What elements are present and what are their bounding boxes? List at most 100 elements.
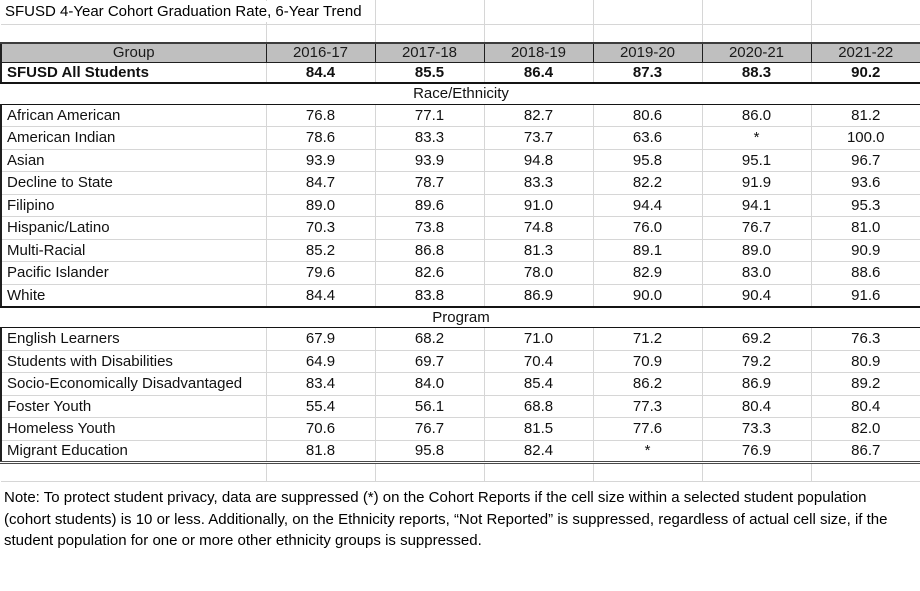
value-cell: 93.9 bbox=[266, 149, 376, 172]
value-cell: 95.3 bbox=[811, 194, 920, 217]
value-cell: 91.9 bbox=[702, 171, 812, 195]
year-header-cell: 2016-17 bbox=[265, 42, 376, 63]
value-cell: 74.8 bbox=[484, 216, 594, 240]
row-label-cell: Students with Disabilities bbox=[0, 350, 267, 373]
value-cell: 82.4 bbox=[484, 440, 594, 464]
row-label-cell: American Indian bbox=[0, 126, 267, 150]
row-label-cell: English Learners bbox=[0, 327, 267, 351]
value-cell: 90.4 bbox=[702, 284, 812, 308]
value-cell: 70.3 bbox=[266, 216, 376, 240]
row-label-cell: Decline to State bbox=[0, 171, 267, 195]
value-cell: 70.6 bbox=[266, 417, 376, 441]
graduation-rate-table: SFUSD 4-Year Cohort Graduation Rate, 6-Y… bbox=[0, 0, 920, 482]
value-cell: 81.5 bbox=[484, 417, 594, 441]
value-cell: 83.3 bbox=[484, 171, 594, 195]
row-label-cell: Filipino bbox=[0, 194, 267, 217]
value-cell: 89.0 bbox=[702, 239, 812, 262]
value-cell: 77.1 bbox=[375, 104, 485, 127]
value-cell: 86.7 bbox=[811, 440, 920, 464]
value-cell: 64.9 bbox=[266, 350, 376, 373]
row-label-cell: Hispanic/Latino bbox=[0, 216, 267, 240]
value-cell: 84.4 bbox=[266, 62, 376, 84]
section-label: Race/Ethnicity bbox=[1, 83, 920, 105]
value-cell: 82.2 bbox=[593, 171, 703, 195]
table-row: Decline to State 84.7 78.7 83.3 82.2 91.… bbox=[0, 171, 920, 195]
privacy-note: Note: To protect student privacy, data a… bbox=[4, 489, 888, 549]
spacer-row bbox=[1, 462, 920, 482]
all-students-row: SFUSD All Students 84.4 85.5 86.4 87.3 8… bbox=[0, 62, 920, 84]
value-cell: 82.7 bbox=[484, 104, 594, 127]
table-row: Homeless Youth 70.6 76.7 81.5 77.6 73.3 … bbox=[0, 417, 920, 441]
value-cell: 89.6 bbox=[375, 194, 485, 217]
table-row: Filipino 89.0 89.6 91.0 94.4 94.1 95.3 bbox=[0, 194, 920, 217]
value-cell: 78.0 bbox=[484, 261, 594, 285]
table-row: Migrant Education 81.8 95.8 82.4 * 76.9 … bbox=[0, 440, 920, 464]
value-cell: 100.0 bbox=[811, 126, 920, 150]
value-cell: 73.7 bbox=[484, 126, 594, 150]
value-cell: 86.0 bbox=[702, 104, 812, 127]
year-header-cell: 2019-20 bbox=[592, 42, 703, 63]
table-row: Hispanic/Latino 70.3 73.8 74.8 76.0 76.7… bbox=[0, 216, 920, 240]
value-cell: 77.6 bbox=[593, 417, 703, 441]
value-cell: 68.8 bbox=[484, 395, 594, 418]
value-cell: 93.6 bbox=[811, 171, 920, 195]
value-cell: 86.9 bbox=[484, 284, 594, 308]
row-label-cell: Socio-Economically Disadvantaged bbox=[0, 372, 267, 396]
value-cell: * bbox=[593, 440, 703, 464]
value-cell: 76.8 bbox=[266, 104, 376, 127]
value-cell: 63.6 bbox=[593, 126, 703, 150]
value-cell: * bbox=[702, 126, 812, 150]
value-cell: 56.1 bbox=[375, 395, 485, 418]
value-cell: 93.9 bbox=[375, 149, 485, 172]
value-cell: 76.0 bbox=[593, 216, 703, 240]
row-label-cell: Migrant Education bbox=[0, 440, 267, 464]
value-cell: 88.3 bbox=[702, 62, 812, 84]
value-cell: 87.3 bbox=[593, 62, 703, 84]
value-cell: 81.0 bbox=[811, 216, 920, 240]
value-cell: 94.1 bbox=[702, 194, 812, 217]
value-cell: 90.0 bbox=[593, 284, 703, 308]
value-cell: 80.4 bbox=[811, 395, 920, 418]
value-cell: 85.2 bbox=[266, 239, 376, 262]
value-cell: 71.2 bbox=[593, 327, 703, 351]
value-cell: 81.3 bbox=[484, 239, 594, 262]
value-cell: 83.3 bbox=[375, 126, 485, 150]
value-cell: 86.9 bbox=[702, 372, 812, 396]
section-header-race-ethnicity: Race/Ethnicity bbox=[1, 83, 920, 105]
value-cell: 85.4 bbox=[484, 372, 594, 396]
value-cell: 94.8 bbox=[484, 149, 594, 172]
row-label-cell: Asian bbox=[0, 149, 267, 172]
section-label: Program bbox=[1, 306, 920, 328]
table-row: Socio-Economically Disadvantaged 83.4 84… bbox=[0, 372, 920, 396]
value-cell: 73.3 bbox=[702, 417, 812, 441]
value-cell: 84.0 bbox=[375, 372, 485, 396]
table-row: Students with Disabilities 64.9 69.7 70.… bbox=[0, 350, 920, 373]
value-cell: 89.1 bbox=[593, 239, 703, 262]
value-cell: 79.6 bbox=[266, 261, 376, 285]
table-row: Pacific Islander 79.6 82.6 78.0 82.9 83.… bbox=[0, 261, 920, 285]
title-row: SFUSD 4-Year Cohort Graduation Rate, 6-Y… bbox=[1, 0, 920, 25]
value-cell: 94.4 bbox=[593, 194, 703, 217]
table-row: American Indian 78.6 83.3 73.7 63.6 * 10… bbox=[0, 126, 920, 150]
value-cell: 76.7 bbox=[702, 216, 812, 240]
value-cell: 70.9 bbox=[593, 350, 703, 373]
value-cell: 76.3 bbox=[811, 327, 920, 351]
row-label-cell: Foster Youth bbox=[0, 395, 267, 418]
value-cell: 70.4 bbox=[484, 350, 594, 373]
table-row: African American 76.8 77.1 82.7 80.6 86.… bbox=[0, 104, 920, 127]
value-cell: 78.7 bbox=[375, 171, 485, 195]
page-title: SFUSD 4-Year Cohort Graduation Rate, 6-Y… bbox=[1, 1, 368, 22]
value-cell: 67.9 bbox=[266, 327, 376, 351]
value-cell: 68.2 bbox=[375, 327, 485, 351]
value-cell: 82.6 bbox=[375, 261, 485, 285]
value-cell: 91.0 bbox=[484, 194, 594, 217]
row-label-cell: African American bbox=[0, 104, 267, 127]
spacer-row bbox=[1, 24, 920, 44]
table-row: English Learners 67.9 68.2 71.0 71.2 69.… bbox=[0, 327, 920, 351]
value-cell: 76.9 bbox=[702, 440, 812, 464]
year-header-cell: 2017-18 bbox=[374, 42, 485, 63]
year-header-cell: 2018-19 bbox=[483, 42, 594, 63]
value-cell: 80.9 bbox=[811, 350, 920, 373]
value-cell: 69.7 bbox=[375, 350, 485, 373]
value-cell: 86.2 bbox=[593, 372, 703, 396]
